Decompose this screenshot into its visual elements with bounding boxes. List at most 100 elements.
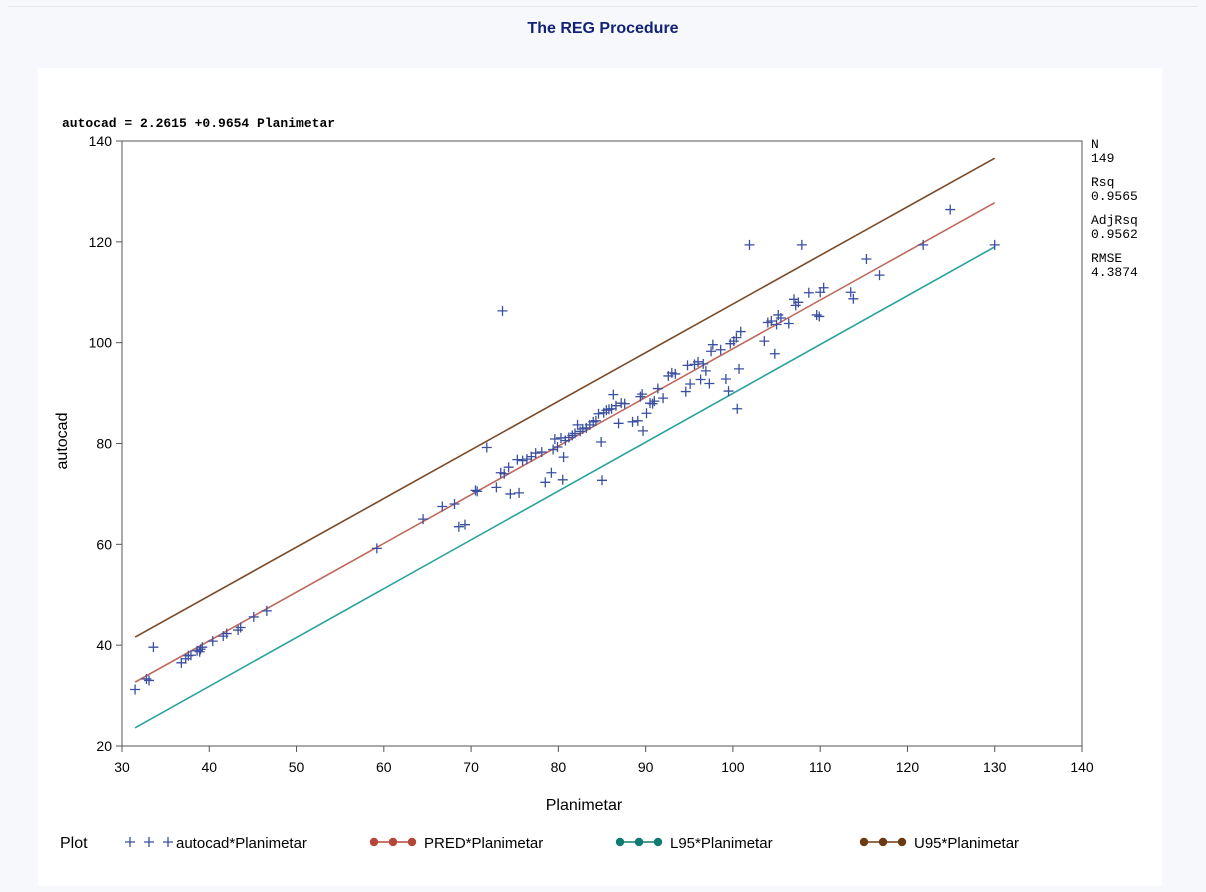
data-point xyxy=(505,488,516,499)
data-point xyxy=(638,425,649,436)
data-point xyxy=(744,239,755,250)
data-point xyxy=(649,396,660,407)
data-point xyxy=(848,293,859,304)
data-point xyxy=(596,436,607,447)
stat-value: 4.3874 xyxy=(1091,265,1138,280)
data-point xyxy=(449,499,460,509)
data-point xyxy=(731,332,742,343)
legend-dot-marker xyxy=(615,837,625,847)
x-tick-label: 80 xyxy=(551,759,567,775)
legend-dot-marker xyxy=(369,837,379,847)
legend-plus-marker xyxy=(144,837,154,847)
stat-label: AdjRsq xyxy=(1091,213,1138,228)
x-tick-label: 40 xyxy=(201,759,217,775)
data-point xyxy=(769,348,780,359)
data-point xyxy=(918,239,929,250)
data-point xyxy=(517,455,528,466)
stat-label: N xyxy=(1091,137,1099,152)
data-point xyxy=(558,452,569,463)
data-point xyxy=(548,444,559,455)
x-tick-label: 120 xyxy=(896,759,920,775)
stat-label: RMSE xyxy=(1091,251,1122,266)
data-point xyxy=(248,611,259,622)
data-point xyxy=(499,468,510,479)
data-point xyxy=(706,346,717,357)
legend-dot-marker xyxy=(653,837,663,847)
data-point xyxy=(775,312,786,323)
data-point xyxy=(680,386,691,397)
x-tick-label: 90 xyxy=(638,759,654,775)
data-point xyxy=(512,454,523,465)
data-point xyxy=(613,418,624,429)
data-point xyxy=(530,448,541,459)
l95-line xyxy=(134,246,996,729)
regression-plot: 30 40 50 60 70 80 90 100 110 120 130 140 20 40 60 80 100… xyxy=(54,116,1138,852)
data-point xyxy=(453,521,464,532)
data-point xyxy=(861,253,872,264)
data-point xyxy=(759,336,770,347)
data-point xyxy=(641,408,652,419)
data-point xyxy=(371,543,382,554)
data-point xyxy=(735,326,746,337)
legend-entry-label: L95*Planimetar xyxy=(670,835,773,852)
data-point xyxy=(195,644,206,655)
legend-entry-label: autocad*Planimetar xyxy=(176,835,307,852)
y-tick-label: 60 xyxy=(96,536,112,552)
x-tick-label: 60 xyxy=(376,759,392,775)
data-point xyxy=(608,389,619,400)
legend-entry-label: U95*Planimetar xyxy=(914,835,1019,852)
x-tick-label: 50 xyxy=(289,759,305,775)
data-point xyxy=(652,383,663,394)
x-tick-label: 100 xyxy=(721,759,745,775)
data-point xyxy=(569,428,580,439)
data-point xyxy=(601,405,612,416)
y-tick-label: 20 xyxy=(96,738,112,754)
data-point xyxy=(221,628,232,639)
chart-panel: 30 40 50 60 70 80 90 100 110 120 130 140 20 40 60 80 100… xyxy=(38,68,1162,886)
data-point xyxy=(796,239,807,250)
data-point xyxy=(597,475,607,486)
legend-dot-marker xyxy=(878,837,888,847)
data-point xyxy=(207,636,218,647)
stat-value: 0.9565 xyxy=(1091,189,1138,204)
data-point xyxy=(811,309,822,320)
data-point xyxy=(715,344,726,355)
data-point xyxy=(549,433,560,444)
legend-entry-label: PRED*Planimetar xyxy=(424,835,543,852)
data-point xyxy=(874,270,885,281)
data-point xyxy=(261,605,272,616)
regression-equation: autocad = 2.2615 +0.9654 Planimetar xyxy=(62,116,335,131)
data-point xyxy=(627,416,638,427)
data-point xyxy=(682,360,693,371)
data-point xyxy=(693,356,703,367)
top-divider xyxy=(8,6,1198,7)
y-tick-label: 80 xyxy=(96,436,112,452)
data-point xyxy=(723,386,734,397)
data-point xyxy=(176,657,187,668)
data-point xyxy=(185,650,196,661)
data-point xyxy=(572,419,583,430)
data-point xyxy=(491,482,502,493)
data-point xyxy=(707,339,718,350)
data-point xyxy=(700,365,711,376)
data-point xyxy=(503,462,514,473)
data-point xyxy=(546,467,557,478)
data-point xyxy=(637,389,648,400)
data-point xyxy=(141,673,152,684)
data-point xyxy=(514,487,525,498)
data-point xyxy=(497,305,508,316)
x-tick-label: 110 xyxy=(809,759,832,775)
data-point xyxy=(720,373,731,384)
data-point xyxy=(945,204,956,215)
data-point xyxy=(845,287,856,298)
data-point xyxy=(771,319,782,330)
data-point xyxy=(803,287,814,298)
data-point xyxy=(818,282,829,293)
data-point xyxy=(593,408,604,419)
data-point xyxy=(235,622,246,633)
data-point xyxy=(590,415,601,426)
stat-value: 149 xyxy=(1091,151,1114,166)
data-point xyxy=(481,442,492,453)
legend-plus-marker xyxy=(163,837,173,847)
x-axis-label: Planimetar xyxy=(546,797,623,814)
